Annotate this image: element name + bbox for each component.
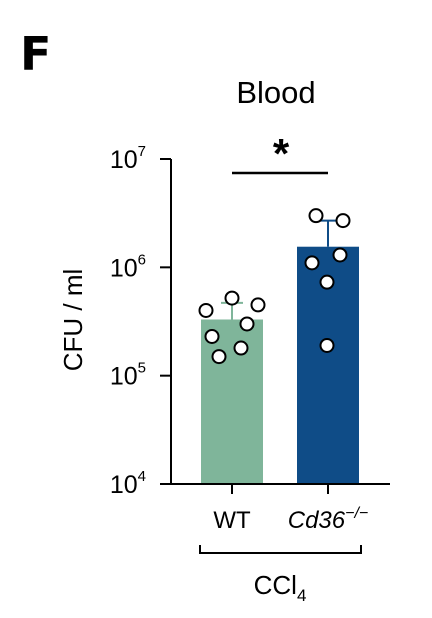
data-point-1-5 (319, 337, 335, 353)
data-point-0-4 (204, 328, 220, 344)
x-tick-label-1: Cd36−/− (288, 505, 369, 534)
data-points (198, 208, 351, 365)
data-point-0-5 (233, 340, 249, 356)
group-bracket: CCl4 (199, 545, 362, 605)
y-tick-base-0: 10 (110, 471, 138, 499)
x-axis-categories: WT Cd36−/− (213, 484, 368, 534)
data-point-0-0 (224, 290, 240, 306)
group-bracket-base: CCl (254, 570, 297, 600)
data-point-1-1 (335, 213, 351, 229)
significance-bracket: * (232, 130, 328, 177)
data-point-0-2 (198, 302, 214, 318)
chart-title: Blood (236, 75, 315, 110)
y-tick-exp-0: 4 (138, 468, 146, 485)
y-tick-base-2: 10 (110, 254, 138, 282)
y-tick-exp-3: 7 (138, 143, 146, 160)
y-tick-base-1: 10 (110, 363, 138, 391)
bars (201, 246, 359, 483)
y-tick-label-0: 104 (110, 468, 146, 499)
x-tick-label-text-0: WT (213, 507, 251, 534)
data-point-1-0 (308, 208, 324, 224)
data-point-1-3 (304, 255, 320, 271)
y-tick-label-2: 106 (110, 251, 146, 282)
x-tick-label-sup-1: −/− (345, 505, 368, 522)
x-tick-label-0: WT (213, 507, 251, 534)
y-tick-label-3: 107 (110, 143, 146, 174)
data-point-1-4 (319, 274, 335, 290)
group-bracket-line (199, 545, 362, 554)
data-point-1-2 (332, 247, 348, 263)
data-point-0-6 (211, 349, 227, 365)
y-tick-exp-1: 5 (138, 360, 146, 377)
significance-label: * (273, 130, 290, 177)
y-tick-exp-2: 6 (138, 251, 146, 268)
x-tick-label-text-1: Cd36 (288, 507, 346, 534)
group-bracket-label: CCl4 (254, 570, 307, 605)
y-tick-base-3: 10 (110, 146, 138, 174)
panel-letter: F (20, 27, 51, 81)
y-tick-label-1: 105 (110, 360, 146, 391)
data-point-0-3 (239, 316, 255, 332)
data-point-0-1 (250, 297, 266, 313)
bar-0 (201, 319, 263, 483)
y-axis-label: CFU / ml (58, 269, 88, 372)
group-bracket-sub: 4 (297, 586, 306, 605)
